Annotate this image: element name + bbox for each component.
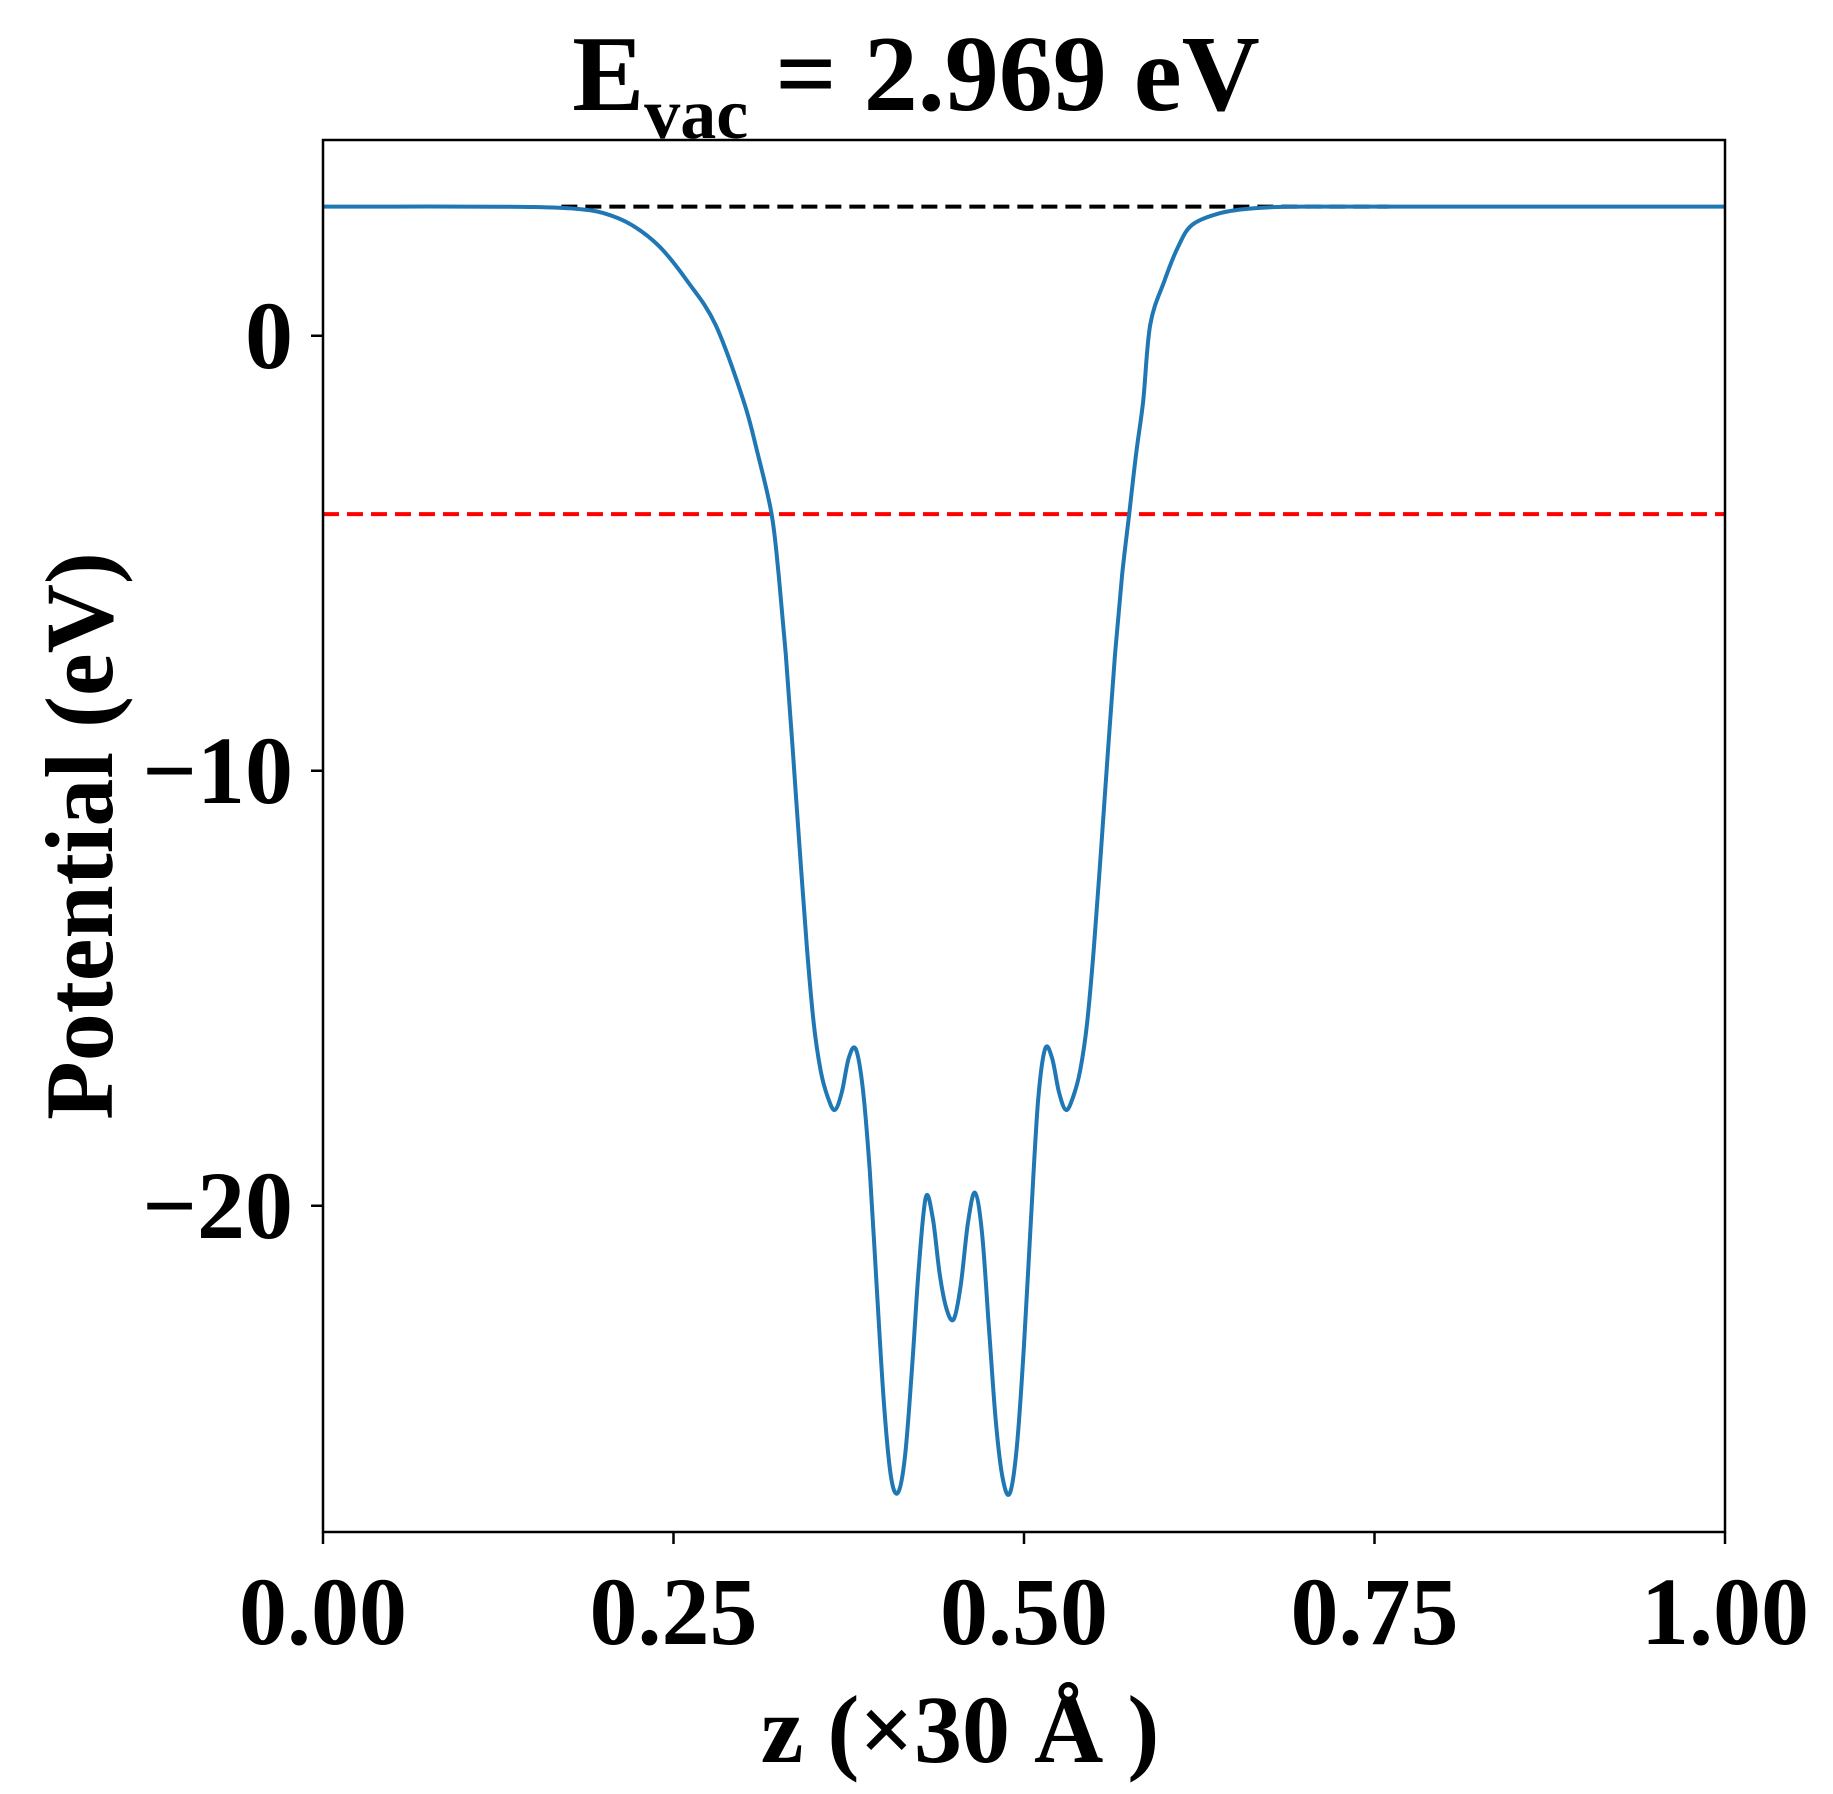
x-tick-label: 0.00 bbox=[239, 1558, 407, 1665]
chart-title-subscript: vac bbox=[644, 74, 748, 154]
x-ticks: 0.00 0.25 0.50 0.75 1.00 bbox=[239, 1532, 1809, 1665]
y-axis-label: Potential (eV) bbox=[26, 552, 133, 1120]
potential-series-line bbox=[323, 204, 1725, 1497]
x-tick-label: 0.25 bbox=[590, 1558, 758, 1665]
chart-title-rest: = 2.969 eV bbox=[748, 15, 1259, 134]
y-ticks: 0 −10 −20 bbox=[142, 282, 323, 1259]
reference-lines bbox=[323, 204, 1725, 517]
series-group bbox=[323, 204, 1725, 1497]
y-tick-label: 0 bbox=[245, 282, 293, 389]
x-axis-label: z (×30 Å ) bbox=[761, 1676, 1160, 1783]
y-tick-label: −10 bbox=[142, 717, 293, 824]
x-tick-label: 0.75 bbox=[1291, 1558, 1459, 1665]
chart-title: Evac = 2.969 eV bbox=[572, 15, 1260, 154]
x-tick-label: 1.00 bbox=[1641, 1558, 1809, 1665]
x-tick-label: 0.50 bbox=[940, 1558, 1108, 1665]
y-tick-label: −20 bbox=[142, 1152, 293, 1259]
chart-title-main: E bbox=[572, 15, 644, 134]
